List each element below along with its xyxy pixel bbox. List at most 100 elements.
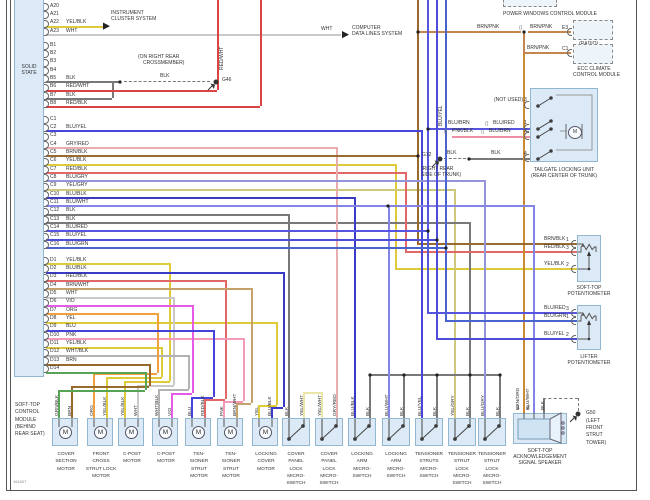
i-graphic: TENSIONER [448, 452, 476, 457]
splice-symbol: (( [444, 129, 448, 135]
wire-label: BRN/WHT [233, 393, 238, 416]
span-graphic: C10 [50, 190, 60, 197]
span-graphic: BLU/YEL [66, 232, 87, 239]
pin-row: C9 YEL/GRY [44, 182, 154, 191]
tailgate-pin1-num: 1 [524, 120, 527, 126]
wire-segment [46, 364, 149, 366]
wire-segment [71, 386, 73, 418]
i-graphic: ARM [356, 459, 368, 465]
wire-segment [321, 392, 323, 418]
wire-segment [523, 52, 525, 413]
span-graphic: BLU/WHT [66, 198, 89, 205]
motor-symbol: M [159, 426, 172, 439]
pot-pin-bracket [571, 240, 576, 248]
motor-symbol: M [192, 426, 205, 439]
wire-segment [46, 372, 145, 374]
pin-row: D13 BRN [44, 356, 154, 366]
i-graphic: MOTOR [92, 473, 110, 479]
wire-segment [46, 297, 173, 299]
pin-bracket [44, 232, 49, 241]
component-label: COVER PANEL LOCK MICRO- SWITCH [308, 451, 350, 487]
wire-segment [46, 322, 276, 324]
span-graphic: TOWER) [586, 439, 607, 446]
circle-graphic [575, 411, 581, 417]
pin-bracket [44, 157, 49, 166]
pin-row: A23 WHT [44, 27, 154, 37]
wire-segment [46, 313, 157, 315]
wire-segment [46, 330, 213, 332]
pin-row: C1 [44, 115, 154, 124]
span-graphic: CONTROL [15, 409, 40, 416]
lifter-potentiometer-box [577, 305, 601, 350]
wire-segment [46, 155, 417, 157]
pin-bracket [44, 207, 49, 216]
span-graphic: GRY/RED [66, 140, 89, 147]
wire-segment [46, 355, 188, 357]
tailgate-pin-bracket [524, 154, 529, 162]
span-graphic: B2 [50, 49, 57, 56]
span-graphic: (RIGHT REAR [421, 166, 454, 172]
span-graphic: D6 [50, 298, 57, 305]
span-graphic: BLU/YEL [66, 123, 87, 130]
span-graphic: D3 [50, 273, 57, 280]
wire-segment [124, 381, 170, 383]
motor-symbol: M [125, 426, 138, 439]
wire-segment [46, 180, 484, 182]
wire-segment [445, 320, 577, 322]
pin-bracket [44, 3, 49, 11]
pin-bracket [44, 282, 49, 291]
span-graphic: ORG [66, 306, 78, 313]
wire-label: WHT [134, 405, 139, 416]
wire-segment [436, 338, 577, 340]
pin-bracket [44, 58, 49, 67]
span-graphic: D8 [50, 314, 57, 321]
tailgate-pin-bracket [524, 132, 529, 140]
wire-label: BLK [366, 406, 371, 416]
span-graphic: DATA LINES SYSTEM [352, 31, 403, 37]
pot-pin-num: 3 [566, 245, 569, 251]
span-graphic: RED/BLK [66, 99, 88, 106]
component-label: TENSIONER STRUTS MICRO- SWITCH [408, 451, 450, 480]
i-graphic: MOTOR [222, 473, 240, 479]
connector-b: B1 B2 B3 B4 B5 BLK B6 RED/WHT B7 BLK B8 RED/BLK [44, 41, 154, 109]
sheet-number: 161607 [13, 479, 27, 484]
wire-segment [188, 355, 190, 389]
wire-segment [303, 392, 305, 418]
tensioner-strut-lock-micro-switch-2: BLU/GRY BLK TENSIONER STRUT LOCK MICRO- SWITC… [478, 395, 506, 486]
wire-segment [578, 398, 579, 411]
cover-panel-lock-micro-switch-1: BLK YEL/WHT COVER PANEL LOCK MICRO- SWITCH [282, 395, 310, 486]
component-label: LOCKING COVER MOTOR [245, 451, 287, 473]
locking-cover-motor: YEL BLU/BLK M LOCKING COVER MOTOR [252, 396, 278, 472]
pin-row: B7 BLK [44, 91, 154, 101]
pin-row: C11 BLU/WHT [44, 198, 154, 208]
i-graphic: LOCKING [255, 452, 277, 457]
red-blk-label: RED/BLK [544, 244, 566, 250]
g12-wire-label: BLK [447, 150, 457, 156]
wire-segment [436, 0, 438, 338]
span-graphic: YEL/GRY [66, 182, 88, 189]
component-label: TEN- SIONER STRUT MOTOR [178, 451, 220, 480]
ecc-module-box [573, 44, 613, 64]
span-graphic: TAILGATE LOCKING UNIT [533, 167, 595, 173]
pin-row: C10 BLU/BLK [44, 190, 154, 200]
soft-top-control-module-box [14, 0, 44, 377]
motor-symbol: M [259, 426, 272, 439]
front-cross-strut-lock-motor: ORG YEL/BLK M FRONT CROSS STRUT LOCK MOTOR [86, 397, 116, 479]
pot-pin-num: 1 [566, 314, 569, 320]
wire-segment [417, 31, 521, 33]
i-graphic: MICRO- [483, 473, 501, 479]
g50-label: G50 [586, 410, 596, 416]
span-graphic: COMPUTER [352, 25, 381, 31]
i-graphic: COVER [287, 452, 305, 457]
pnk-blk-label: PNK/BLK [452, 128, 474, 134]
pin-row: D10 PNK [44, 331, 154, 341]
pin-bracket [44, 323, 49, 332]
wire-label: ORG [90, 405, 95, 416]
span-graphic: D14 [50, 364, 60, 371]
wire-segment [46, 205, 533, 207]
pin-bracket [44, 348, 49, 357]
pin-bracket [44, 182, 49, 191]
wire-segment [533, 205, 535, 413]
wire-segment [204, 399, 206, 418]
pin-row: C7 RED/BLK [44, 165, 154, 175]
